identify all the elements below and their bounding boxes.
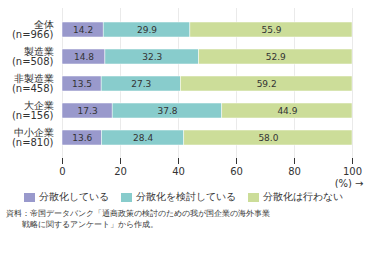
svg-text:55.9: 55.9 (261, 25, 281, 35)
svg-text:0: 0 (59, 166, 65, 177)
svg-text:59.2: 59.2 (257, 79, 277, 89)
svg-text:(%) →: (%) → (335, 178, 364, 189)
svg-text:80: 80 (288, 166, 301, 177)
svg-text:20: 20 (114, 166, 127, 177)
svg-text:28.4: 28.4 (133, 133, 153, 143)
svg-text:60: 60 (230, 166, 243, 177)
svg-text:32.3: 32.3 (142, 52, 162, 62)
svg-text:14.2: 14.2 (73, 25, 93, 35)
html-text:戦略に関するアンケート」から作成。: 戦略に関するアンケート」から作成。 (6, 220, 158, 229)
svg-text:非製造業(n=458): 非製造業(n=458) (12, 73, 54, 94)
svg-text:100: 100 (343, 166, 362, 177)
svg-text:全体(n=966): 全体(n=966) (12, 19, 54, 40)
svg-text:大企業(n=156): 大企業(n=156) (12, 100, 54, 121)
svg-text:29.9: 29.9 (137, 25, 157, 35)
html-text:分散化を検討している: 分散化を検討している (135, 191, 236, 202)
svg-text:40: 40 (172, 166, 185, 177)
svg-text:58.0: 58.0 (258, 133, 278, 143)
html-text:分散化している: 分散化している (38, 191, 109, 202)
svg-text:製造業(n=508): 製造業(n=508) (12, 46, 54, 67)
svg-text:中小企業(n=810): 中小企業(n=810) (12, 127, 54, 148)
html-text:資料：帝国データバンク「通商政策の検討のための我が国企業の海: 資料：帝国データバンク「通商政策の検討のための我が国企業の海外事業 (6, 209, 270, 218)
svg-text:13.5: 13.5 (72, 79, 92, 89)
svg-text:13.6: 13.6 (72, 133, 92, 143)
svg-text:44.9: 44.9 (277, 106, 297, 116)
svg-text:17.3: 17.3 (78, 106, 98, 116)
svg-text:14.8: 14.8 (74, 52, 94, 62)
svg-text:27.3: 27.3 (131, 79, 151, 89)
svg-text:52.9: 52.9 (266, 52, 286, 62)
svg-text:37.8: 37.8 (157, 106, 177, 116)
html-text:分散化は行わない: 分散化は行わない (262, 191, 343, 202)
